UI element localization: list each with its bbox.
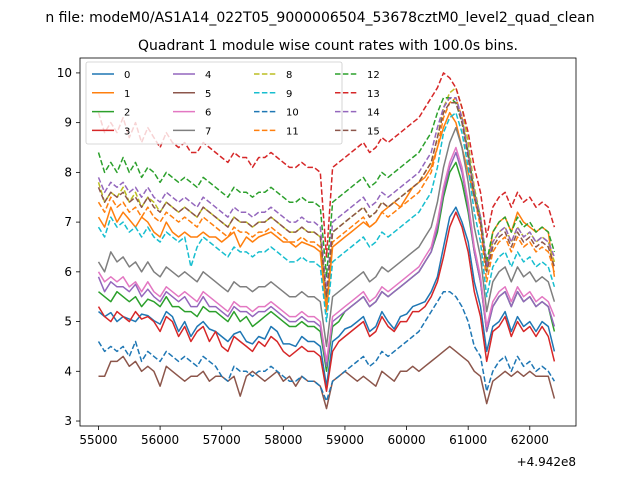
- series-line-4: [97, 151, 556, 368]
- series-line-15: [97, 102, 556, 298]
- x-axis: 55000 56000 57000 58000 59000 60000 61000 62000: [79, 426, 549, 447]
- y-tick-label: 4: [64, 364, 72, 378]
- x-tick-label: 58000: [264, 433, 302, 447]
- series-line-0: [98, 206, 556, 387]
- y-tick-label: 5: [64, 315, 72, 329]
- legend-label-9: 9: [286, 89, 292, 100]
- series-line-5: [98, 345, 556, 410]
- legend-label-3: 3: [124, 126, 130, 137]
- legend-label-11: 11: [286, 126, 299, 137]
- y-tick-label: 8: [64, 165, 72, 179]
- legend-label-4: 4: [205, 70, 211, 81]
- x-tick-label: 61000: [449, 433, 487, 447]
- legend-label-14: 14: [367, 108, 380, 119]
- chart-title: Quadrant 1 module wise count rates with …: [138, 38, 518, 54]
- legend-label-12: 12: [367, 70, 380, 81]
- legend-label-2: 2: [124, 108, 130, 119]
- x-offset-label: +4.942e8: [517, 455, 576, 469]
- series-line-6: [97, 146, 556, 363]
- plot-frame: [79, 57, 577, 427]
- x-tick-label: 59000: [326, 433, 364, 447]
- y-axis: 3 4 5 6 7 8 9 10: [57, 66, 80, 428]
- x-tick-label: 57000: [203, 433, 241, 447]
- series-line-7: [97, 126, 556, 348]
- y-tick-label: 7: [64, 215, 72, 229]
- y-tick-label: 10: [57, 66, 72, 80]
- legend-label-13: 13: [367, 89, 380, 100]
- legend-label-15: 15: [367, 126, 380, 137]
- x-tick-label: 55000: [79, 433, 117, 447]
- legend-frame: [85, 61, 343, 145]
- y-tick-label: 3: [64, 414, 72, 428]
- y-tick-label: 6: [64, 265, 72, 279]
- legend-label-5: 5: [205, 89, 211, 100]
- y-tick-label: 9: [64, 116, 72, 130]
- legend-label-7: 7: [205, 126, 211, 137]
- series-line-3: [97, 211, 556, 392]
- legend-label-0: 0: [124, 70, 130, 81]
- x-tick-label: 56000: [141, 433, 179, 447]
- series-line-9: [97, 111, 556, 323]
- figure-suptitle: n file: modeM0/AS1A14_022T05_9000006504_…: [45, 10, 594, 26]
- series-line-13: [97, 72, 556, 258]
- legend-label-1: 1: [124, 89, 130, 100]
- legend-label-8: 8: [286, 70, 292, 81]
- x-tick-label: 62000: [511, 433, 549, 447]
- legend-label-6: 6: [205, 108, 211, 119]
- x-tick-label: 60000: [387, 433, 425, 447]
- series-layer: [97, 72, 556, 410]
- legend-label-10: 10: [286, 108, 299, 119]
- series-line-11: [97, 97, 556, 308]
